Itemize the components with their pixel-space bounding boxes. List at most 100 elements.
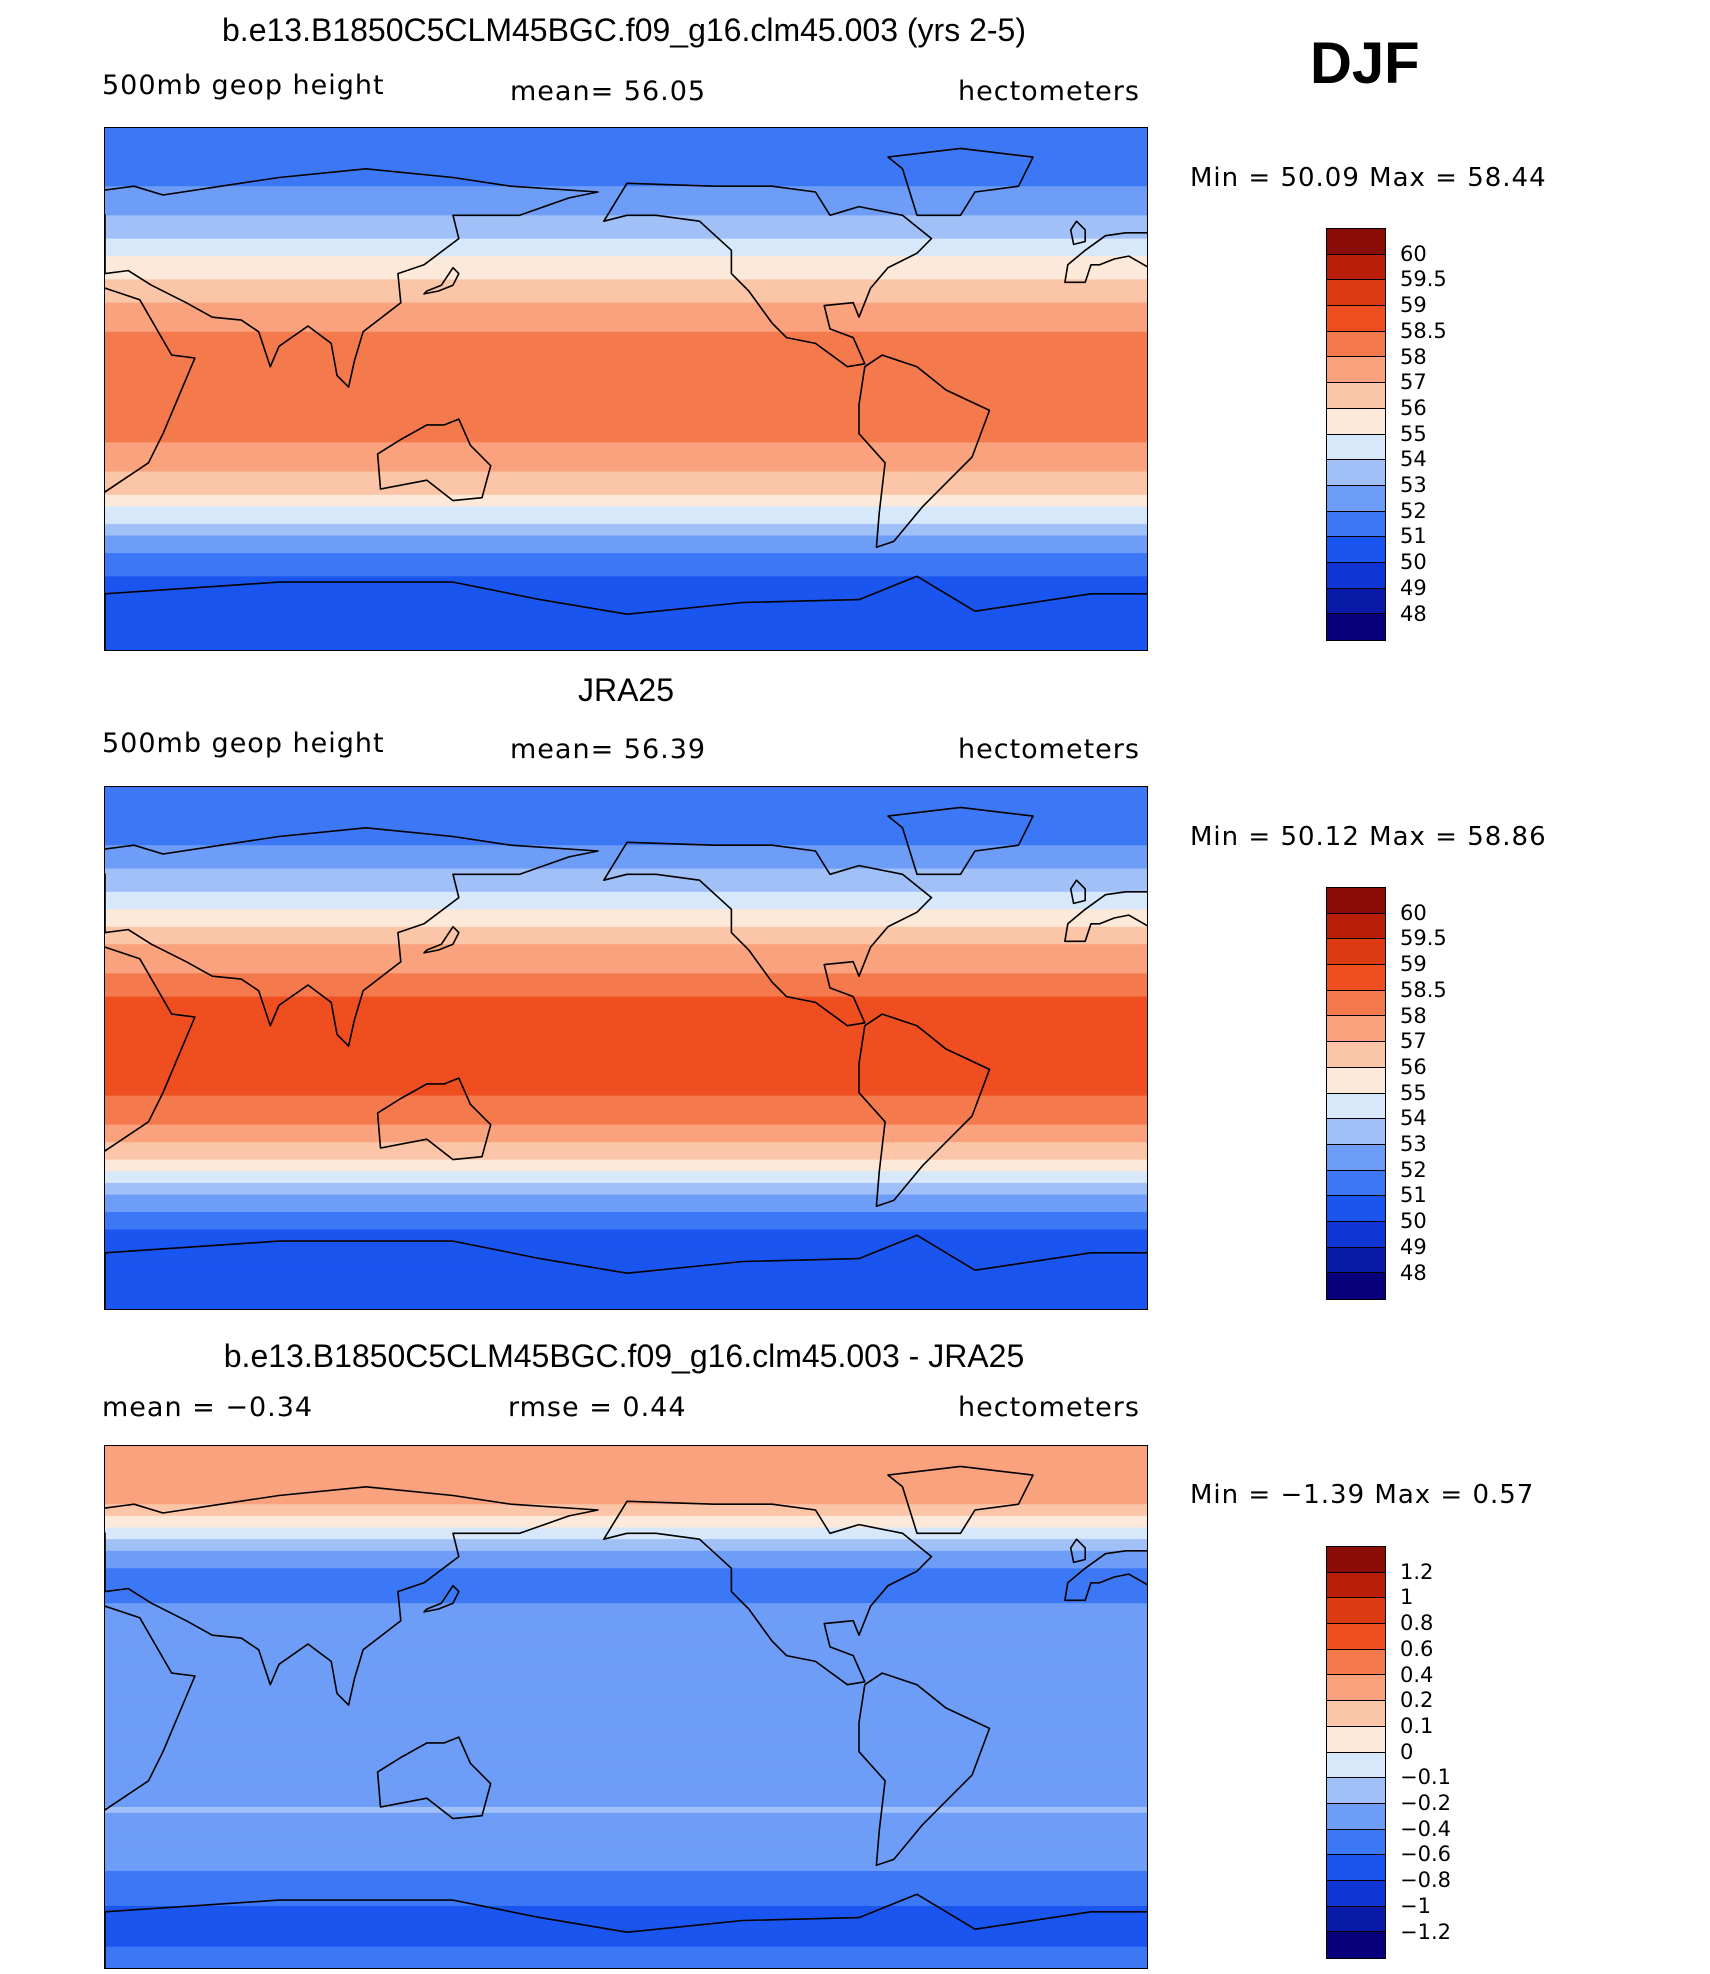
colorbar-tick-label: 59 (1400, 952, 1427, 977)
contour-band (105, 1568, 1147, 1575)
colorbar-tick-label: 0.8 (1400, 1611, 1434, 1636)
colorbar-swatch (1327, 1170, 1385, 1197)
contour-band (105, 267, 1147, 275)
contour-band (105, 804, 1147, 811)
contour-band (105, 162, 1147, 170)
contour-band (105, 512, 1147, 519)
contour-band (105, 1638, 1147, 1645)
coastline (376, 1077, 492, 1161)
contour-band (105, 1258, 1147, 1266)
contour-band (105, 1935, 1147, 1942)
contour-band (105, 996, 1147, 1004)
contour-band (105, 1287, 1147, 1295)
colorbar-tick-label: 56 (1400, 395, 1427, 420)
panel-3-rmse-label: rmse = 0.44 (508, 1392, 687, 1423)
contour-band (105, 1142, 1147, 1149)
colorbar-swatch (1327, 562, 1385, 589)
contour-band (105, 1958, 1147, 1965)
coastline (376, 418, 492, 502)
contour-band (105, 1865, 1147, 1872)
contour-band (105, 576, 1147, 583)
panel-1-variable-label: 500mb geop height (102, 70, 385, 101)
contour-band (105, 1182, 1147, 1190)
contour-band (105, 1579, 1147, 1587)
colorbar-tick-label: 49 (1400, 1234, 1427, 1259)
colorbar-tick-label: 51 (1400, 524, 1427, 549)
contour-band (105, 1089, 1147, 1097)
coastline (423, 266, 460, 295)
contour-band (105, 1037, 1147, 1044)
contour-band (105, 967, 1147, 974)
contour-band (105, 477, 1147, 484)
contour-band (105, 622, 1147, 630)
contour-band (105, 192, 1147, 199)
coastline (1064, 1550, 1147, 1602)
colorbar-swatch (1327, 1196, 1385, 1222)
contour-band (105, 1469, 1147, 1476)
contour-band (105, 1713, 1147, 1721)
contour-band (105, 1748, 1147, 1756)
contour-band (105, 395, 1147, 403)
contour-band (105, 990, 1147, 998)
contour-band (105, 944, 1147, 951)
contour-band (105, 1719, 1147, 1727)
contour-band (105, 238, 1147, 246)
colorbar-swatch (1327, 1752, 1385, 1779)
contour-band (105, 535, 1147, 542)
contour-band (105, 1113, 1147, 1120)
contour-band (105, 1952, 1147, 1959)
contour-band (105, 494, 1147, 502)
colorbar-tick-label: −1 (1400, 1893, 1431, 1918)
colorbar-tick-label: 0 (1400, 1739, 1414, 1764)
colorbar-swatch (1327, 1598, 1385, 1625)
contour-band (105, 582, 1147, 589)
contour-band (105, 1118, 1147, 1126)
panel-1-colorbar (1326, 228, 1386, 641)
contour-band (105, 628, 1147, 636)
panel-2-map-svg (105, 787, 1147, 1309)
contour-band (105, 1066, 1147, 1073)
contour-band (105, 1603, 1147, 1610)
contour-band (105, 430, 1147, 438)
colorbar-swatch (1327, 1880, 1385, 1907)
colorbar-tick-label: −1.2 (1400, 1919, 1451, 1944)
contour-band (105, 1818, 1147, 1826)
contour-band (105, 1264, 1147, 1271)
contour-band (105, 523, 1147, 531)
contour-band (105, 488, 1147, 496)
contour-band (105, 1019, 1147, 1027)
colorbar-swatch (1327, 1675, 1385, 1702)
colorbar-swatch (1327, 408, 1385, 435)
contour-band (105, 541, 1147, 548)
contour-band (105, 1806, 1147, 1814)
colorbar-swatch (1327, 939, 1385, 966)
contour-band (105, 787, 1147, 794)
contour-band (105, 1171, 1147, 1178)
contour-band (105, 984, 1147, 992)
colorbar-swatch (1327, 229, 1385, 255)
colorbar-swatch (1327, 1803, 1385, 1830)
panel-2-minmax: Min = 50.12 Max = 58.86 (1190, 822, 1547, 852)
contour-band (105, 221, 1147, 228)
contour-band (105, 151, 1147, 158)
contour-band (105, 1212, 1147, 1219)
colorbar-swatch (1327, 1829, 1385, 1856)
colorbar-tick-label: 54 (1400, 447, 1427, 472)
contour-band (105, 1783, 1147, 1791)
contour-band (105, 1795, 1147, 1802)
colorbar-swatch (1327, 614, 1385, 640)
colorbar-swatch (1327, 485, 1385, 512)
contour-band (105, 1894, 1147, 1901)
contour-band (105, 1562, 1147, 1569)
colorbar-tick-label: 59.5 (1400, 267, 1447, 292)
contour-band (105, 617, 1147, 624)
contour-band (105, 448, 1147, 455)
colorbar-swatch (1327, 990, 1385, 1017)
colorbar-tick-label: 49 (1400, 575, 1427, 600)
contour-band (105, 1177, 1147, 1184)
contour-band (105, 273, 1147, 280)
contour-band (105, 1463, 1147, 1470)
contour-band (105, 862, 1147, 870)
panel-3-map-svg (105, 1446, 1147, 1968)
colorbar-swatch (1327, 511, 1385, 538)
